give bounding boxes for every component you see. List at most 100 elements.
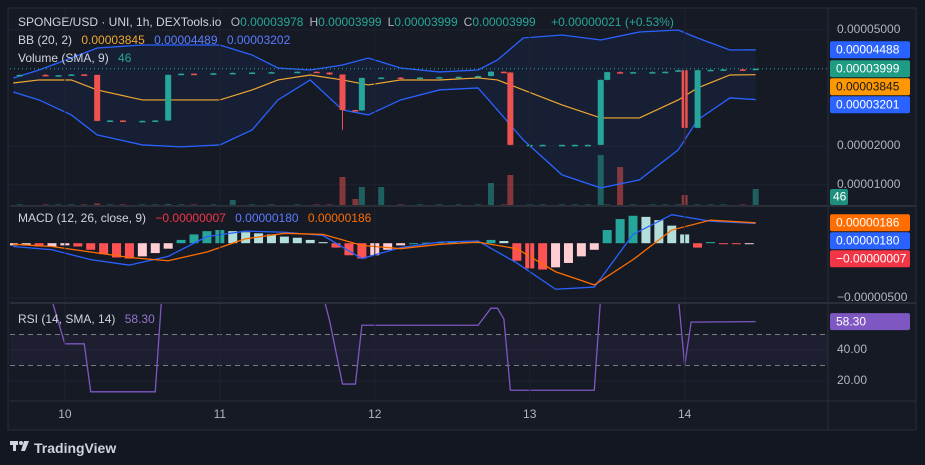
macd-title: MACD (12, 26, close, 9) [18,211,147,225]
price-badge [830,232,910,250]
symbol-title: SPONGE/USD · UNI, 1h, DEXTools.io [18,15,222,29]
candle-body [378,77,385,80]
candle-body [416,77,423,80]
volume-bar [604,204,611,205]
bb-lower [13,79,756,189]
volume-bar [487,183,494,205]
main-legend: SPONGE/USD · UNI, 1h, DEXTools.io O0.000… [18,15,680,29]
y-tick-label: 20.00 [837,373,867,387]
volume-bar [326,204,333,205]
pane [10,304,828,393]
candle-body [42,74,49,77]
volume-bar [16,204,23,205]
ohlc-legend: O0.00003978 H0.00003999 L0.00003999 C0.0000… [231,15,542,29]
candle-body [339,74,346,111]
volume-bar [397,204,404,205]
macd-hist-bar [563,243,573,263]
candle-body [249,72,256,75]
x-tick-label: 12 [368,407,382,421]
macd-hist-bar [512,243,522,261]
volume-bar [107,204,114,205]
volume-bar [571,204,578,205]
macd-hist-bar [744,243,754,245]
candle-body [436,77,443,79]
volume-bar [210,204,217,205]
volume-bar [119,204,126,205]
volume-bar [313,204,320,205]
candle-body [487,71,494,77]
volume-bar [675,204,682,205]
price-badge-label: 58.30 [836,314,866,328]
y-tick-label: 40.00 [837,342,867,356]
price-badge [830,41,910,59]
macd-hist-bar [292,237,302,244]
macd-hist-bar [641,216,651,244]
macd-hist-bar [266,234,276,244]
x-tick-label: 11 [214,407,227,421]
price-badge [830,78,910,96]
macd-hist-bar [538,243,548,270]
volume-bar [649,204,656,205]
bb-lower-value: 0.00003202 [226,33,291,47]
volume-bar [165,204,172,205]
macd-hist-bar [576,243,586,257]
volume-bar [597,155,604,205]
price-badge [830,60,910,78]
price-badge-label: 0.00003201 [836,97,900,111]
macd-hist-bar [189,234,199,244]
ohlc-label: H [309,15,319,29]
macd-hist-bar [693,243,703,248]
y-tick-label: 0.00005000 [837,22,901,36]
macd-hist-bar [499,241,509,244]
macd-hist-bar [228,231,238,244]
volume-bar [191,204,198,205]
volume-bar [752,189,759,205]
macd-hist-bar [718,243,728,245]
volume-bar [378,187,385,205]
macd-hist-bar [318,242,328,244]
macd-hist-bar [99,243,109,255]
bb-band-fill [13,29,756,188]
macd-hist-bar [73,243,83,247]
macd-hist-bar [654,220,664,244]
macd-hist-bar [421,242,431,244]
y-tick-label: 0.00001000 [837,177,901,191]
volume-bar [539,204,546,205]
pane [10,214,828,299]
macd-hist-bar [34,243,44,247]
volume-bar [630,204,637,205]
price-badge [830,96,910,114]
volume-title: Volume (SMA, 9) [18,51,109,65]
candle-body [662,71,669,74]
volume-value: 46 [118,51,132,65]
x-tick-label: 13 [523,407,537,421]
macd-hist-bar [551,243,561,268]
candle-body [571,144,578,147]
macd-hist-bar [602,230,612,244]
volume-bar [455,204,462,205]
candle-body [294,71,301,74]
candle-body [649,72,656,74]
macd-hist-bar [112,243,122,258]
volume-bar [94,203,101,205]
volume-bar [68,204,75,205]
candle-body [707,69,714,72]
candle-body [358,77,365,111]
macd-line [13,214,756,290]
candle-body [397,77,404,80]
macd-value: 0.00000180 [235,211,299,225]
macd-hist-bar [447,242,457,244]
macd-hist-bar [21,243,31,246]
volume-bar [475,204,482,205]
macd-hist-bar [47,243,57,247]
volume-bar [694,204,701,205]
bb-title: BB (20, 2) [18,33,73,47]
candle-body [68,74,75,76]
candle-body [597,79,604,145]
candle-body [16,74,23,77]
volume-bar [662,204,669,205]
brand-logo [10,441,29,451]
macd-hist-bar [667,225,677,244]
volume-bar [81,204,88,205]
